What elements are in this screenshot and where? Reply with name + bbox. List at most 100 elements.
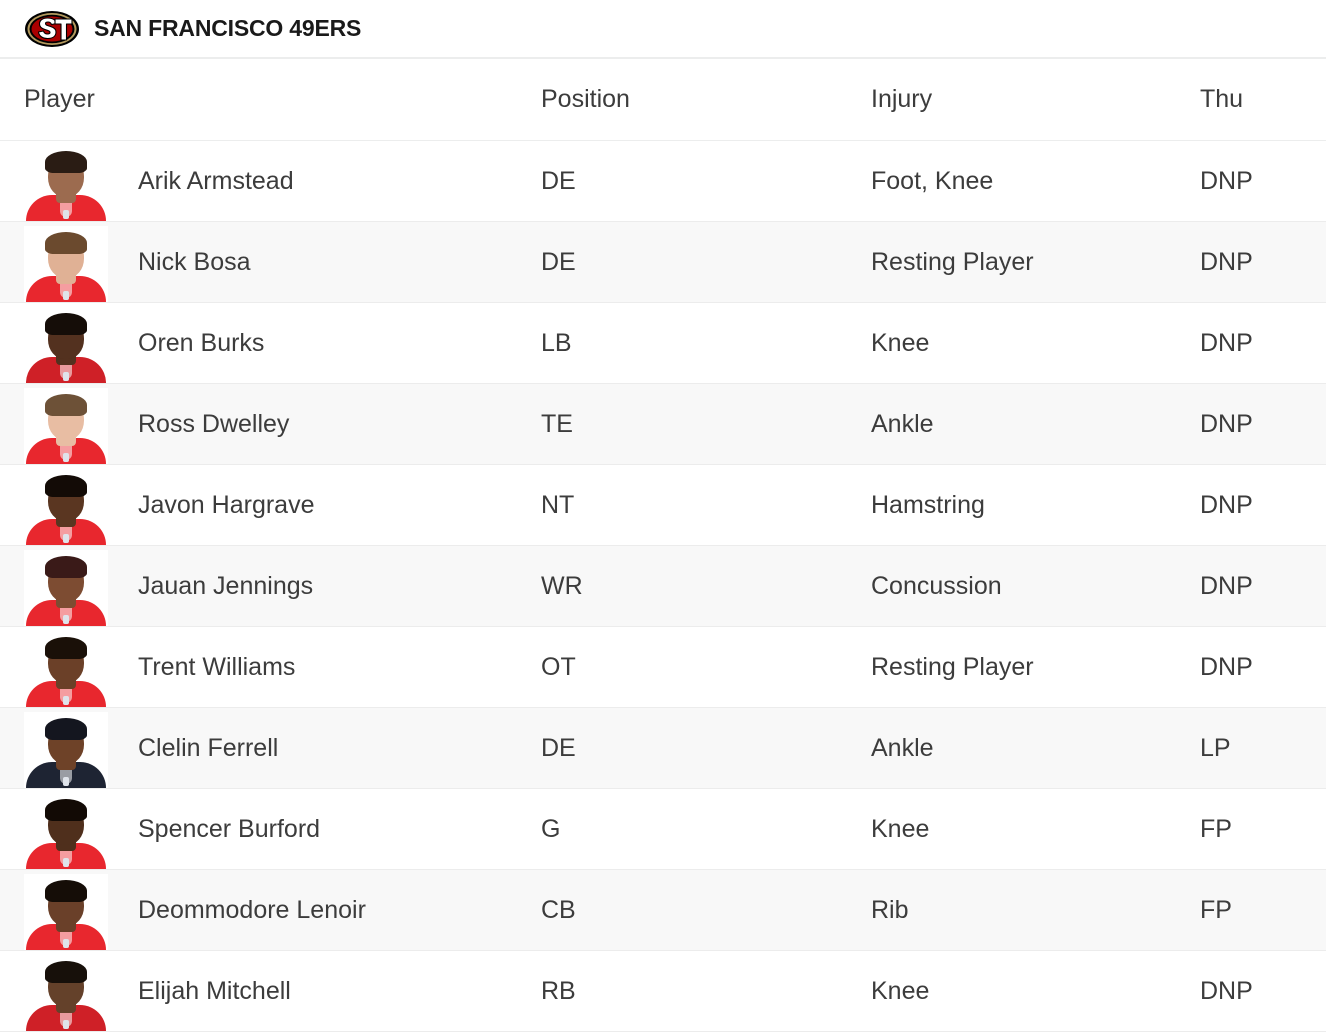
cell-position-text: NT bbox=[541, 490, 575, 519]
column-header-position[interactable]: Position bbox=[541, 59, 871, 141]
cell-status-text: DNP bbox=[1200, 490, 1253, 519]
player-cell: Elijah Mitchell bbox=[0, 951, 541, 1031]
cell-injury-text: Hamstring bbox=[871, 490, 985, 519]
player-cell: Ross Dwelley bbox=[0, 384, 541, 464]
cell-position: OT bbox=[541, 626, 871, 708]
table-row[interactable]: Deommodore Lenoir CB Rib FP bbox=[0, 869, 1326, 951]
cell-player: Ross Dwelley bbox=[0, 383, 541, 465]
player-headshot bbox=[24, 793, 108, 869]
cell-injury: Foot, Knee bbox=[871, 140, 1200, 222]
cell-position: NT bbox=[541, 464, 871, 546]
column-header-injury[interactable]: Injury bbox=[871, 59, 1200, 141]
player-headshot bbox=[24, 955, 108, 1031]
cell-status-text: DNP bbox=[1200, 409, 1253, 438]
player-name[interactable]: Oren Burks bbox=[138, 328, 265, 357]
cell-player: Elijah Mitchell bbox=[0, 950, 541, 1032]
column-header-player[interactable]: Player bbox=[0, 59, 541, 141]
table-row[interactable]: Nick Bosa DE Resting Player DNP bbox=[0, 221, 1326, 303]
cell-position-text: G bbox=[541, 814, 561, 843]
player-headshot bbox=[24, 874, 108, 950]
table-row[interactable]: Spencer Burford G Knee FP bbox=[0, 788, 1326, 870]
cell-injury: Resting Player bbox=[871, 626, 1200, 708]
injury-report-table: Player Position Injury Thu Arik Armstead… bbox=[0, 59, 1326, 1032]
cell-status: FP bbox=[1200, 788, 1326, 870]
player-headshot bbox=[24, 226, 108, 302]
player-headshot bbox=[24, 145, 108, 221]
cell-status: DNP bbox=[1200, 140, 1326, 222]
cell-injury-text: Ankle bbox=[871, 409, 934, 438]
cell-player: Oren Burks bbox=[0, 302, 541, 384]
player-headshot bbox=[24, 307, 108, 383]
cell-status-text: DNP bbox=[1200, 166, 1253, 195]
cell-status: DNP bbox=[1200, 221, 1326, 303]
player-cell: Trent Williams bbox=[0, 627, 541, 707]
player-name[interactable]: Spencer Burford bbox=[138, 814, 321, 843]
49ers-logo-icon bbox=[25, 10, 79, 47]
cell-injury-text: Knee bbox=[871, 328, 930, 357]
cell-injury: Knee bbox=[871, 788, 1200, 870]
cell-status-text: DNP bbox=[1200, 328, 1253, 357]
player-name[interactable]: Arik Armstead bbox=[138, 166, 294, 195]
cell-player: Javon Hargrave bbox=[0, 464, 541, 546]
cell-status: DNP bbox=[1200, 464, 1326, 546]
cell-injury: Ankle bbox=[871, 383, 1200, 465]
cell-position-text: OT bbox=[541, 652, 576, 681]
player-name[interactable]: Jauan Jennings bbox=[138, 571, 314, 600]
player-name[interactable]: Nick Bosa bbox=[138, 247, 251, 276]
table-row[interactable]: Trent Williams OT Resting Player DNP bbox=[0, 626, 1326, 708]
cell-status: DNP bbox=[1200, 626, 1326, 708]
cell-status: DNP bbox=[1200, 383, 1326, 465]
cell-position: DE bbox=[541, 221, 871, 303]
table-row[interactable]: Javon Hargrave NT Hamstring DNP bbox=[0, 464, 1326, 546]
player-cell: Nick Bosa bbox=[0, 222, 541, 302]
cell-injury-text: Resting Player bbox=[871, 247, 1034, 276]
player-cell: Clelin Ferrell bbox=[0, 708, 541, 788]
cell-status: LP bbox=[1200, 707, 1326, 789]
table-header: Player Position Injury Thu bbox=[0, 59, 1326, 141]
cell-injury: Resting Player bbox=[871, 221, 1200, 303]
table-row[interactable]: Oren Burks LB Knee DNP bbox=[0, 302, 1326, 384]
cell-injury: Hamstring bbox=[871, 464, 1200, 546]
cell-status-text: DNP bbox=[1200, 247, 1253, 276]
column-header-thu[interactable]: Thu bbox=[1200, 59, 1326, 141]
cell-injury-text: Foot, Knee bbox=[871, 166, 994, 195]
player-name[interactable]: Deommodore Lenoir bbox=[138, 895, 366, 924]
cell-position: G bbox=[541, 788, 871, 870]
cell-injury-text: Knee bbox=[871, 976, 930, 1005]
cell-position-text: TE bbox=[541, 409, 573, 438]
cell-position: TE bbox=[541, 383, 871, 465]
cell-injury: Concussion bbox=[871, 545, 1200, 627]
table-body: Arik Armstead DE Foot, Knee DNP Nick Bosa DE R… bbox=[0, 140, 1326, 1032]
player-cell: Oren Burks bbox=[0, 303, 541, 383]
cell-status: FP bbox=[1200, 869, 1326, 951]
player-cell: Spencer Burford bbox=[0, 789, 541, 869]
player-cell: Javon Hargrave bbox=[0, 465, 541, 545]
cell-position: RB bbox=[541, 950, 871, 1032]
cell-injury-text: Knee bbox=[871, 814, 930, 843]
player-name[interactable]: Javon Hargrave bbox=[138, 490, 315, 519]
cell-position: CB bbox=[541, 869, 871, 951]
cell-status-text: DNP bbox=[1200, 652, 1253, 681]
cell-status-text: FP bbox=[1200, 895, 1232, 924]
cell-position-text: LB bbox=[541, 328, 572, 357]
table-row[interactable]: Elijah Mitchell RB Knee DNP bbox=[0, 950, 1326, 1032]
cell-status-text: DNP bbox=[1200, 976, 1253, 1005]
cell-player: Clelin Ferrell bbox=[0, 707, 541, 789]
cell-injury-text: Resting Player bbox=[871, 652, 1034, 681]
player-cell: Arik Armstead bbox=[0, 141, 541, 221]
cell-status-text: DNP bbox=[1200, 571, 1253, 600]
player-name[interactable]: Clelin Ferrell bbox=[138, 733, 279, 762]
cell-injury: Ankle bbox=[871, 707, 1200, 789]
cell-player: Spencer Burford bbox=[0, 788, 541, 870]
player-name[interactable]: Ross Dwelley bbox=[138, 409, 290, 438]
table-row[interactable]: Clelin Ferrell DE Ankle LP bbox=[0, 707, 1326, 789]
player-name[interactable]: Elijah Mitchell bbox=[138, 976, 291, 1005]
table-row[interactable]: Ross Dwelley TE Ankle DNP bbox=[0, 383, 1326, 465]
cell-injury: Rib bbox=[871, 869, 1200, 951]
player-name[interactable]: Trent Williams bbox=[138, 652, 296, 681]
cell-player: Jauan Jennings bbox=[0, 545, 541, 627]
cell-status: DNP bbox=[1200, 302, 1326, 384]
player-headshot bbox=[24, 388, 108, 464]
table-row[interactable]: Arik Armstead DE Foot, Knee DNP bbox=[0, 140, 1326, 222]
table-row[interactable]: Jauan Jennings WR Concussion DNP bbox=[0, 545, 1326, 627]
